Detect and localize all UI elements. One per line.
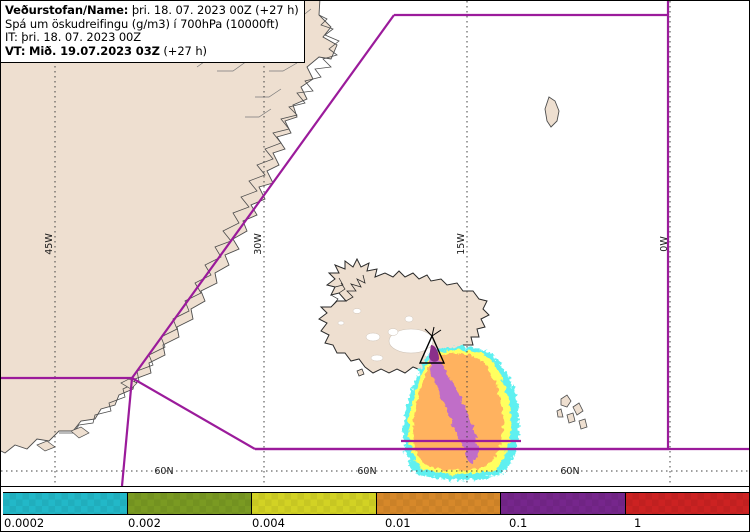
colorbar-band-3: [252, 493, 377, 514]
colorbar-strip[interactable]: [3, 492, 749, 515]
colorbar-texture: [501, 493, 625, 514]
vatnajokull-glacier: [388, 328, 434, 354]
info-line-name: Veðurstofan/Name: þri. 18. 07. 2023 00Z …: [5, 3, 300, 18]
lon-label-30W: 30W: [253, 233, 264, 255]
info-line-parameter: Spá um öskudreifingu (g/m3) í 700hPa (10…: [5, 16, 279, 31]
colorbar-tick-3: 0.01: [385, 516, 411, 530]
graticule: [1, 1, 749, 486]
info-name-label: Veðurstofan/Name:: [5, 3, 129, 17]
info-name-value: þri. 18. 07. 2023 00Z (+27 h): [131, 3, 299, 17]
colorbar-panel: 0.0002 0.002 0.004 0.01 0.1 1: [0, 487, 750, 532]
lon-label-0W: 0W: [659, 236, 670, 252]
lon-label-15W: 15W: [456, 233, 467, 255]
map-canvas[interactable]: 45W 30W 15W 0W 60N 60N 60N: [1, 1, 749, 486]
info-it-value: þri. 18. 07. 2023 00Z: [21, 30, 142, 45]
map-labels: 45W 30W 15W 0W 60N 60N 60N: [44, 233, 670, 477]
colorbar-tick-5: 1: [634, 516, 642, 530]
info-line-issue-time: IT: þri. 18. 07. 2023 00Z: [5, 30, 300, 45]
lat-label-60N-center: 60N: [357, 466, 376, 477]
lat-label-60N-east: 60N: [560, 466, 579, 477]
colorbar-texture: [252, 493, 376, 514]
info-line-valid-time: VT: Mið. 19.07.2023 03Z (+27 h): [5, 43, 300, 59]
info-vt-rest: (+27 h): [163, 43, 207, 58]
jan-mayen-island: [544, 96, 560, 128]
info-it-label: IT:: [5, 30, 18, 45]
colorbar-band-6: [625, 493, 749, 514]
greenland-landmass: [1, 1, 340, 454]
fir-outline-sw-diagonal: [131, 377, 256, 450]
colorbar-texture: [127, 493, 251, 514]
colorbar-tick-0: 0.0002: [4, 516, 45, 530]
info-vt-label: VT:: [5, 43, 26, 58]
colorbar-texture: [625, 493, 749, 514]
colorbar-band-2: [127, 493, 252, 514]
colorbar-tick-1: 0.002: [128, 516, 161, 530]
fir-boundaries: [1, 1, 749, 486]
lon-label-45W: 45W: [44, 233, 55, 255]
colorbar-tick-labels: 0.0002 0.002 0.004 0.01 0.1 1: [1, 516, 750, 531]
iceland-landmass: [318, 257, 490, 377]
info-vt-value: Mið. 19.07.2023 03Z: [28, 43, 160, 58]
forecast-info-box: Veðurstofan/Name: þri. 18. 07. 2023 00Z …: [1, 1, 305, 64]
map-panel[interactable]: 45W 30W 15W 0W 60N 60N 60N Veðurstofan/N…: [0, 0, 750, 487]
colorbar-texture: [3, 493, 127, 514]
faroe-islands: [556, 394, 588, 430]
colorbar-band-5: [501, 493, 626, 514]
colorbar-band-4: [376, 493, 501, 514]
lat-label-60N-west: 60N: [154, 466, 173, 477]
colorbar-tick-2: 0.004: [252, 516, 285, 530]
colorbar-band-1: [3, 493, 128, 514]
colorbar-tick-4: 0.1: [509, 516, 528, 530]
colorbar-texture: [376, 493, 500, 514]
fir-outline-nw-diagonal: [131, 14, 395, 379]
volcano-triangle-icon[interactable]: [418, 326, 446, 364]
fir-limb-south: [120, 377, 134, 486]
